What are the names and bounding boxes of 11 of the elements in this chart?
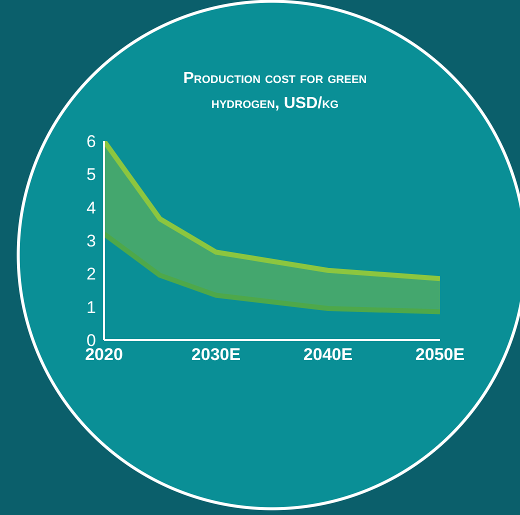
x-tick-label: 2030E	[191, 345, 241, 364]
x-tick-label: 2040E	[303, 345, 353, 364]
chart-title: Production cost for green hydrogen, USD/kg	[182, 69, 368, 114]
y-tick-label: 2	[86, 264, 96, 284]
y-tick-label: 1	[86, 298, 96, 317]
x-tick-label: 2050E	[415, 345, 465, 364]
y-tick-label: 3	[86, 232, 96, 251]
x-tick-label: 2020	[85, 345, 123, 364]
y-tick-label: 5	[86, 165, 96, 184]
y-tick-label: 4	[86, 198, 96, 218]
y-tick-label: 6	[86, 132, 96, 152]
